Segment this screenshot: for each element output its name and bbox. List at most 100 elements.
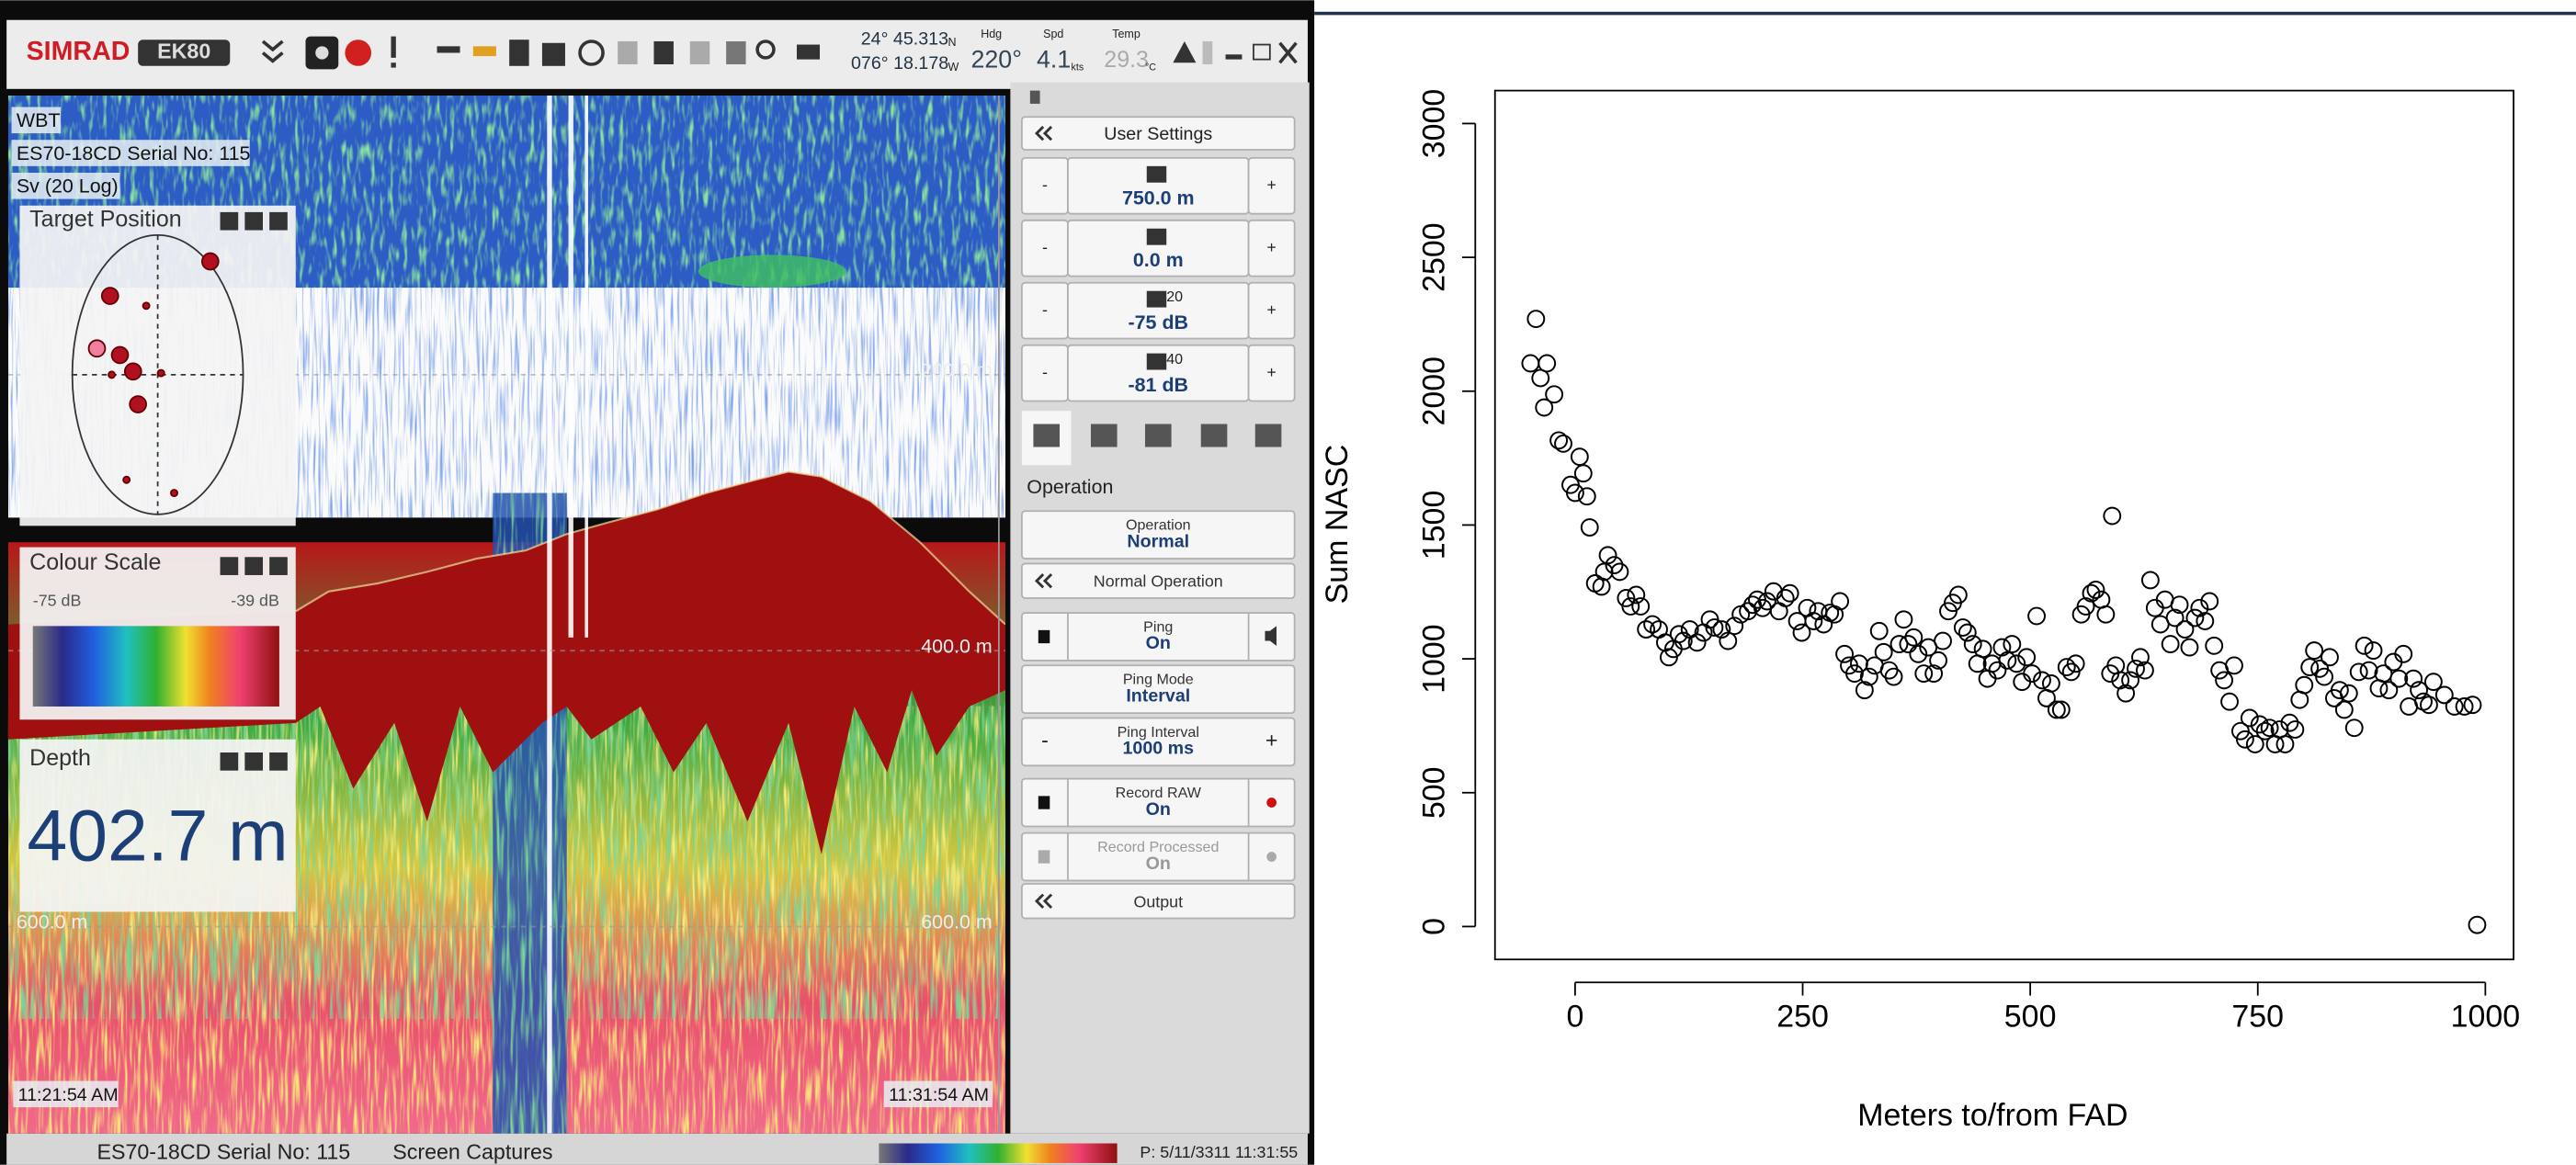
button-label: Operation <box>1126 517 1191 534</box>
point <box>2349 662 2368 682</box>
point <box>2017 648 2037 667</box>
point <box>2200 592 2219 611</box>
plus-button[interactable] <box>1247 344 1296 402</box>
operation-button[interactable] <box>1021 883 1296 920</box>
point <box>1705 618 1724 637</box>
button-value: 1000 ms <box>1122 739 1194 759</box>
point <box>1621 597 1640 616</box>
point <box>2404 669 2423 688</box>
record-dot <box>1266 797 1277 808</box>
point <box>2255 721 2275 741</box>
point <box>2136 661 2154 680</box>
lat-hemi: N <box>948 36 956 49</box>
button-label: Ping Interval <box>1118 724 1199 741</box>
y-tick-label: 1500 <box>1416 491 1451 560</box>
latitude: 24° 45.313 <box>861 28 948 49</box>
operation-button[interactable] <box>1021 664 1296 715</box>
point <box>2225 656 2243 675</box>
point <box>1719 631 1738 650</box>
section-title: Operation <box>1027 476 1113 498</box>
target-position-panel: Target Position <box>19 205 296 526</box>
point <box>2051 700 2071 719</box>
minus-label: - <box>1041 729 1049 752</box>
minus-label: - <box>1042 175 1048 194</box>
model-badge <box>138 40 231 66</box>
setting-value: 0.0 m <box>1133 249 1184 271</box>
y-tick-label: 3000 <box>1416 89 1451 159</box>
x-tick-label: 1000 <box>2451 1000 2521 1035</box>
point <box>1573 464 1593 483</box>
plus-label: + <box>1266 175 1276 194</box>
point <box>2463 696 2482 715</box>
point <box>2041 673 2060 693</box>
button-value: On <box>1146 799 1171 820</box>
point <box>2420 696 2438 715</box>
point <box>2140 571 2160 590</box>
point <box>2423 673 2443 692</box>
operation-button[interactable] <box>1021 612 1296 662</box>
depth-mark: 600.0 m <box>17 911 87 933</box>
end-time: 11:31:54 AM <box>889 1085 989 1105</box>
point <box>2359 661 2378 680</box>
operation-button[interactable] <box>1021 831 1296 882</box>
point <box>2394 644 2413 663</box>
x-tick-label: 500 <box>2004 1000 2057 1035</box>
point <box>1845 664 1864 684</box>
point <box>2364 641 2383 660</box>
panel-controls <box>220 211 288 771</box>
point <box>2170 595 2189 615</box>
operation-button[interactable] <box>1021 510 1296 560</box>
setting-value: -75 dB <box>1129 311 1189 334</box>
plus-button[interactable] <box>1247 157 1296 215</box>
button-label: Ping <box>1143 618 1173 635</box>
user-settings-button[interactable] <box>1021 116 1296 151</box>
x-axis-title: Meters to/from FAD <box>1857 1098 2128 1133</box>
plus-button[interactable] <box>1247 219 1296 277</box>
tab-icon <box>1033 424 1061 447</box>
toggle-icon <box>1038 629 1050 644</box>
button-value: On <box>1146 854 1171 874</box>
toggle-icon <box>1038 796 1050 809</box>
point <box>2185 608 2205 628</box>
point <box>1963 635 1982 653</box>
point <box>1889 635 1909 653</box>
point <box>2330 681 2349 700</box>
point <box>2305 641 2324 660</box>
operation-button[interactable] <box>1021 777 1296 828</box>
point <box>2145 598 2164 617</box>
point <box>1554 434 1572 453</box>
plus-label: + <box>1265 729 1278 752</box>
point <box>1549 431 1568 450</box>
point <box>2389 669 2409 688</box>
point <box>2379 681 2399 700</box>
point <box>2339 684 2358 703</box>
colour-min: -75 dB <box>33 591 82 609</box>
colour-scale-panel: Colour Scale -75 dB -39 dB <box>19 547 296 720</box>
chart: 0 500 1000 1500 2000 2500 3000 0 250 500 750 1000 <box>1416 89 2520 1035</box>
border-line <box>1314 11 2576 16</box>
point <box>1535 398 1554 417</box>
point <box>1570 447 1589 467</box>
point <box>2235 730 2254 749</box>
point <box>2286 720 2305 739</box>
point <box>1869 621 1889 640</box>
point <box>1904 628 1923 647</box>
model: EK80 <box>157 40 210 63</box>
point <box>2057 658 2076 677</box>
point <box>2003 635 2022 653</box>
point <box>2180 638 2199 657</box>
point <box>1538 354 1557 373</box>
point <box>1631 597 1651 616</box>
point <box>2300 658 2320 677</box>
y-tick-label: 0 <box>1416 918 1451 935</box>
point <box>2280 713 2299 732</box>
operation-button[interactable] <box>1021 562 1296 599</box>
point <box>1637 620 1656 639</box>
status-transducer: ES70-18CD Serial No: 115 <box>96 1139 350 1163</box>
operation-button[interactable] <box>1021 717 1296 767</box>
button-value: On <box>1146 633 1171 653</box>
point <box>2250 715 2269 734</box>
plus-button[interactable] <box>1247 281 1296 340</box>
point <box>1929 650 1948 670</box>
panel-title: Depth <box>29 745 91 771</box>
